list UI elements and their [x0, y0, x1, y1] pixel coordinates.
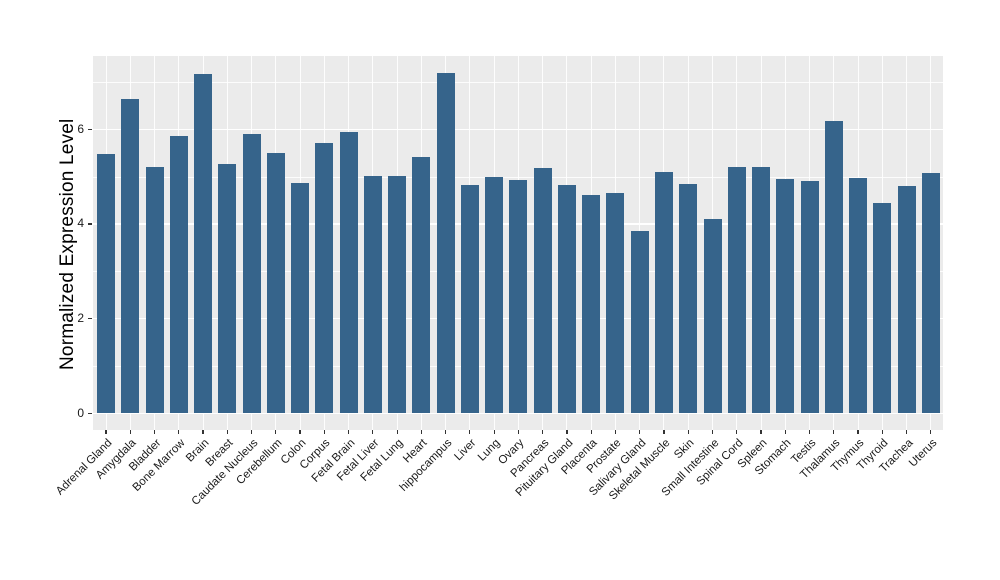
x-axis-tick-mark [226, 430, 228, 434]
x-axis-tick-mark [663, 430, 665, 434]
bar-brain [194, 74, 213, 414]
y-axis-tick-label: 0 [77, 405, 84, 420]
bar-spinal-cord [727, 167, 746, 414]
bar-small-intestine [703, 218, 722, 414]
y-axis-tick-mark [88, 128, 92, 130]
x-axis-tick-mark [808, 430, 811, 434]
x-axis-tick-mark [833, 430, 835, 434]
x-axis-tick-mark [639, 430, 641, 434]
x-axis-tick-mark [930, 430, 932, 434]
bar-uterus [921, 172, 940, 414]
bar-breast [218, 163, 237, 414]
bar-testis [800, 180, 819, 414]
y-axis-tick-label: 6 [77, 121, 84, 136]
x-axis-tick-mark [905, 430, 908, 434]
bar-pituitary-gland [557, 184, 576, 414]
bar-lung [485, 176, 504, 414]
bar-placenta [582, 195, 601, 414]
x-axis-tick-mark [881, 430, 883, 434]
bar-fetal-lung [388, 176, 407, 414]
bar-adrenal-gland [97, 154, 115, 414]
y-axis-tick-label: 2 [77, 311, 84, 326]
y-axis-tick-label: 4 [77, 216, 84, 231]
bar-hippocampus [436, 73, 455, 414]
x-axis-tick-mark [153, 430, 156, 434]
bar-fetal-brain [339, 132, 358, 414]
bar-heart [412, 156, 431, 414]
y-axis-tick-mark [88, 318, 92, 320]
bar-thyroid [873, 203, 892, 414]
x-axis-tick-mark [687, 430, 689, 434]
x-axis-tick-mark [445, 430, 447, 434]
x-axis-tick-mark [372, 430, 374, 434]
bar-skin [679, 184, 698, 414]
x-axis-tick-mark [614, 430, 617, 434]
x-axis-tick-mark [105, 430, 107, 434]
bar-colon [291, 182, 310, 414]
x-axis-tick-mark [590, 430, 592, 434]
x-axis-tick-mark [178, 430, 180, 434]
x-axis-tick-mark [711, 430, 714, 434]
bar-liver [460, 185, 479, 414]
x-axis-tick-mark [420, 430, 422, 434]
x-axis-tick-mark [857, 430, 859, 434]
y-axis-tick-mark [88, 223, 92, 225]
x-axis-tick-mark [784, 430, 786, 434]
bar-bladder [145, 167, 164, 414]
bar-stomach [776, 178, 795, 414]
x-axis-tick-mark [299, 430, 301, 434]
x-axis-tick-mark [202, 430, 204, 434]
bar-trachea [897, 185, 916, 414]
bar-fetal-liver [363, 176, 382, 414]
x-axis-tick-mark [736, 430, 738, 434]
x-axis-tick-mark [323, 430, 325, 434]
x-axis-tick-mark [129, 430, 131, 434]
bar-ovary [509, 179, 528, 414]
x-axis-tick-mark [469, 430, 471, 434]
y-axis-title: Normalized Expression Level [57, 118, 78, 370]
bar-pancreas [533, 167, 552, 414]
y-axis-tick-mark [88, 412, 92, 414]
x-axis-tick-mark [348, 430, 350, 434]
bar-skeletal-muscle [654, 172, 673, 414]
bar-amygdala [121, 98, 140, 414]
bar-cerebellum [266, 152, 285, 414]
x-axis-tick-mark [517, 430, 519, 434]
bar-caudate-nucleus [242, 133, 261, 414]
x-axis-tick-mark [250, 430, 253, 434]
bar-prostate [606, 192, 625, 414]
x-axis-tick-mark [566, 430, 568, 434]
x-axis-tick-mark [760, 430, 762, 434]
x-axis-tick-mark [396, 430, 398, 434]
x-axis-tick-mark [493, 430, 495, 434]
bar-corpus [315, 143, 334, 414]
bar-bone-marrow [169, 135, 188, 414]
bar-thymus [849, 178, 868, 414]
bar-thalamus [824, 120, 843, 414]
plot-panel [93, 56, 943, 430]
x-axis-tick-mark [542, 430, 544, 434]
bar-salivary-gland [630, 231, 649, 414]
bar-spleen [752, 167, 771, 414]
x-axis-tick-mark [275, 430, 277, 434]
